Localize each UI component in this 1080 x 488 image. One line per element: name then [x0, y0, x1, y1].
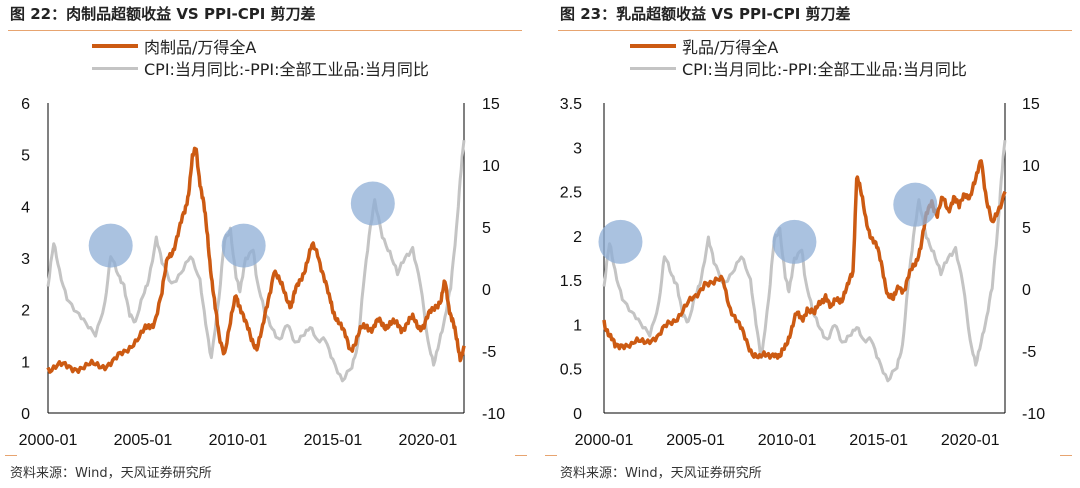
- y-right-tick-label: 10: [1022, 158, 1040, 175]
- series-line-excess-return: [602, 159, 1007, 360]
- y-left-tick-label: 6: [21, 96, 30, 113]
- legend-item-gray: CPI:当月同比:-PPI:全部工业品:当月同比: [630, 57, 967, 79]
- x-tick-label: 2010-01: [758, 432, 817, 449]
- y-left-tick-label: 1.5: [560, 273, 582, 290]
- footer-mark: [1060, 455, 1072, 456]
- legend-swatch-gray: [92, 66, 138, 70]
- chart-plot-dairy: 0 0.5 1 1.5 2 2.5 3 3.5 -10 -5 0 5 10 15 2000-01 2005-0…: [560, 96, 1045, 449]
- y-left-tick-label: 4: [21, 199, 30, 216]
- y-right-tick-label: -5: [482, 344, 496, 361]
- x-tick-label: 2000-01: [19, 432, 78, 449]
- x-tick-label: 2015-01: [849, 432, 908, 449]
- y-left-tick-label: 5: [21, 148, 30, 165]
- title-divider: [558, 30, 1072, 31]
- x-tick-label: 2005-01: [666, 432, 725, 449]
- highlight-marker: [350, 181, 395, 226]
- x-tick-label: 2015-01: [304, 432, 363, 449]
- y-right-tick-label: 5: [1022, 220, 1031, 237]
- y-left-tick-label: 3: [573, 140, 582, 157]
- series-line-excess-return: [46, 146, 466, 374]
- chart-panel-meat: 图 22：肉制品超额收益 VS PPI-CPI 剪刀差 肉制品/万得全A CPI…: [0, 0, 530, 488]
- legend-label: CPI:当月同比:-PPI:全部工业品:当月同比: [682, 60, 967, 79]
- source-note: 资料来源：Wind，天风证券研究所: [560, 466, 762, 481]
- highlight-marker: [772, 219, 817, 264]
- legend-item-orange: 肉制品/万得全A: [92, 35, 429, 57]
- chart-panel-dairy: 图 23：乳品超额收益 VS PPI-CPI 剪刀差 乳品/万得全A CPI:当…: [545, 0, 1080, 488]
- x-tick-label: 2020-01: [399, 432, 458, 449]
- footer-mark: [515, 455, 527, 456]
- y-left-tick-label: 2: [573, 229, 582, 246]
- y-left-tick-label: 2: [21, 303, 30, 320]
- title-divider: [8, 30, 522, 31]
- chart-legend: 肉制品/万得全A CPI:当月同比:-PPI:全部工业品:当月同比: [92, 35, 429, 79]
- x-tick-label: 2020-01: [941, 432, 1000, 449]
- chart-title: 图 23：乳品超额收益 VS PPI-CPI 剪刀差: [560, 5, 851, 23]
- y-right-tick-label: 5: [482, 220, 491, 237]
- y-left-tick-label: 0: [21, 406, 30, 423]
- x-tick-label: 2010-01: [209, 432, 268, 449]
- footer-mark: [545, 455, 557, 456]
- y-right-tick-label: -5: [1022, 344, 1036, 361]
- y-right-tick-label: 15: [482, 96, 500, 113]
- x-tick-label: 2000-01: [575, 432, 634, 449]
- legend-item-orange: 乳品/万得全A: [630, 35, 967, 57]
- x-tick-label: 2005-01: [114, 432, 173, 449]
- y-left-tick-label: 1: [573, 317, 582, 334]
- legend-swatch-orange: [92, 44, 138, 48]
- y-right-tick-label: 0: [482, 282, 491, 299]
- footer-mark: [5, 455, 17, 456]
- chart-plot-meat: 0 1 2 3 4 5 6 -10 -5 0 5 10 15 2000-01 2005-01 2010-01 2…: [19, 96, 506, 449]
- legend-item-gray: CPI:当月同比:-PPI:全部工业品:当月同比: [92, 57, 429, 79]
- y-right-tick-label: -10: [1022, 406, 1045, 423]
- legend-swatch-orange: [630, 44, 676, 48]
- legend-label: 乳品/万得全A: [682, 38, 779, 57]
- highlight-marker: [893, 182, 938, 227]
- y-left-tick-label: 0: [573, 406, 582, 423]
- source-note: 资料来源：Wind，天风证券研究所: [10, 466, 212, 481]
- chart-title: 图 22：肉制品超额收益 VS PPI-CPI 剪刀差: [10, 5, 316, 23]
- y-left-tick-label: 1: [21, 354, 30, 371]
- y-left-tick-label: 2.5: [560, 185, 582, 202]
- legend-swatch-gray: [630, 66, 676, 70]
- highlight-marker: [598, 219, 643, 264]
- legend-label: CPI:当月同比:-PPI:全部工业品:当月同比: [144, 60, 429, 79]
- highlight-marker: [88, 223, 133, 268]
- series-line-ppi-cpi: [46, 140, 466, 383]
- series-line-ppi-cpi: [602, 140, 1007, 383]
- y-right-tick-label: 15: [1022, 96, 1040, 113]
- highlight-marker: [221, 223, 266, 268]
- chart-legend: 乳品/万得全A CPI:当月同比:-PPI:全部工业品:当月同比: [630, 35, 967, 79]
- y-right-tick-label: 10: [482, 158, 500, 175]
- y-right-tick-label: -10: [482, 406, 505, 423]
- legend-label: 肉制品/万得全A: [144, 38, 257, 57]
- y-left-tick-label: 3.5: [560, 96, 582, 113]
- y-left-tick-label: 0.5: [560, 362, 582, 379]
- y-right-tick-label: 0: [1022, 282, 1031, 299]
- y-left-tick-label: 3: [21, 251, 30, 268]
